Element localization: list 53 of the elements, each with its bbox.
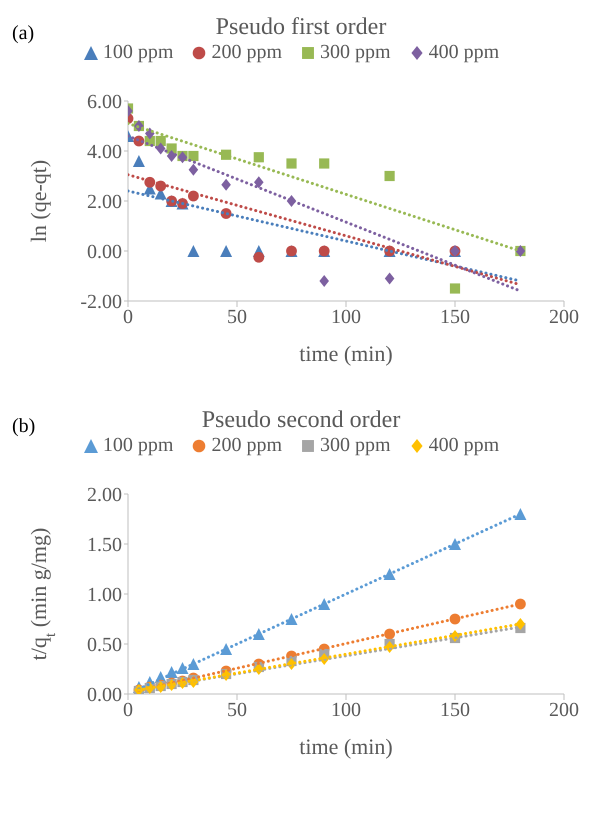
point xyxy=(450,283,460,294)
legend-label: 400 ppm xyxy=(428,434,500,457)
point xyxy=(319,275,329,287)
y-tick-label: 0.00 xyxy=(87,241,122,264)
legend-label: 100 ppm xyxy=(102,434,174,457)
point xyxy=(220,245,232,257)
chart-title: Pseudo second order xyxy=(202,407,400,433)
x-tick-label: 200 xyxy=(549,306,579,328)
x-tick-label: 150 xyxy=(440,699,470,722)
point xyxy=(132,155,145,167)
point xyxy=(319,158,330,169)
point xyxy=(516,618,526,630)
point xyxy=(253,252,264,263)
x-tick-label: 50 xyxy=(227,699,247,722)
x-tick-label: 200 xyxy=(549,699,579,722)
point xyxy=(156,136,166,146)
x-tick-label: 100 xyxy=(331,306,361,328)
x-tick-label: 0 xyxy=(123,306,133,328)
point xyxy=(188,164,198,176)
chart-title: Pseudo first order xyxy=(216,14,386,40)
y-tick-label: 1.00 xyxy=(87,584,122,606)
legend-label: 200 ppm xyxy=(211,41,282,64)
legend-label: 100 ppm xyxy=(102,41,174,64)
legend-label: 200 ppm xyxy=(211,434,282,457)
point xyxy=(384,170,395,182)
y-tick-label: -2.00 xyxy=(80,291,122,314)
y-tick-label: 0.50 xyxy=(87,634,122,656)
y-axis-title: ln (qe-qt) xyxy=(26,160,51,242)
x-tick-label: 150 xyxy=(440,306,470,328)
legend-label: 300 ppm xyxy=(320,434,391,457)
x-tick-label: 0 xyxy=(123,699,133,722)
point xyxy=(254,176,264,188)
point xyxy=(515,598,526,610)
x-axis-title: time (min) xyxy=(299,734,393,759)
y-tick-label: 2.00 xyxy=(87,191,122,214)
text: (a) xyxy=(12,22,34,45)
legend-label: 300 ppm xyxy=(320,41,391,64)
x-axis-title: time (min) xyxy=(299,341,393,366)
y-tick-label: 6.00 xyxy=(87,91,122,114)
y-tick-label: 0.00 xyxy=(87,684,122,706)
legend-label: 400 ppm xyxy=(428,41,500,64)
point xyxy=(221,178,231,191)
point xyxy=(286,158,297,169)
point xyxy=(187,245,200,257)
y-tick-label: 4.00 xyxy=(87,141,122,164)
y-tick-label: 2.00 xyxy=(87,484,122,506)
text: (b) xyxy=(12,415,36,438)
point xyxy=(188,150,198,162)
y-tick-label: 1.50 xyxy=(87,534,122,556)
point xyxy=(384,272,394,284)
x-tick-label: 100 xyxy=(331,699,361,722)
x-tick-label: 50 xyxy=(227,306,247,328)
point xyxy=(254,152,264,162)
